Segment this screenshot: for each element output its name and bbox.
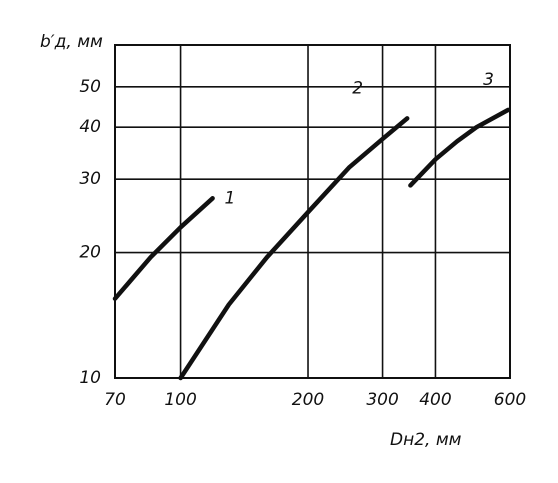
x-axis-label: Dн2, мм — [390, 430, 462, 450]
plot-frame — [114, 44, 511, 379]
curve-label: 3 — [483, 70, 494, 90]
y-tick-label: 50 — [79, 77, 101, 97]
y-tick-label: 20 — [79, 243, 101, 263]
curve — [112, 196, 215, 301]
curve — [178, 116, 410, 381]
x-tick-label: 200 — [292, 390, 324, 410]
y-tick-label: 10 — [79, 368, 101, 388]
curve-label: 1 — [225, 188, 236, 208]
y-tick-label: 40 — [79, 117, 101, 137]
curve-label: 2 — [352, 78, 363, 98]
y-tick-label: 30 — [79, 169, 101, 189]
x-tick-label: 600 — [494, 390, 526, 410]
x-tick-label: 100 — [164, 390, 196, 410]
x-tick-label: 300 — [366, 390, 398, 410]
x-tick-label: 400 — [419, 390, 451, 410]
x-tick-label: 70 — [104, 390, 126, 410]
y-axis-label: b′д, мм — [40, 32, 103, 52]
curve — [408, 107, 511, 188]
